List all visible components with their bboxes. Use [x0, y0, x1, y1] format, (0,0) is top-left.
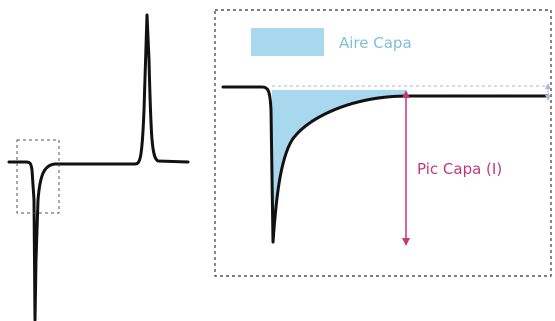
zoom-inset: Aire Capa Pic Capa (I) [214, 9, 552, 277]
overview-trace [7, 13, 190, 321]
peak-label: Pic Capa (I) [417, 160, 502, 178]
overview-panel [7, 13, 190, 321]
capacitive-area-fill [272, 90, 406, 240]
zoom-trace [221, 85, 550, 244]
zoom-region-box [16, 139, 60, 214]
area-legend-label: Aire Capa [339, 34, 412, 52]
area-legend-swatch [251, 28, 324, 56]
zoom-inset-box [214, 9, 552, 277]
